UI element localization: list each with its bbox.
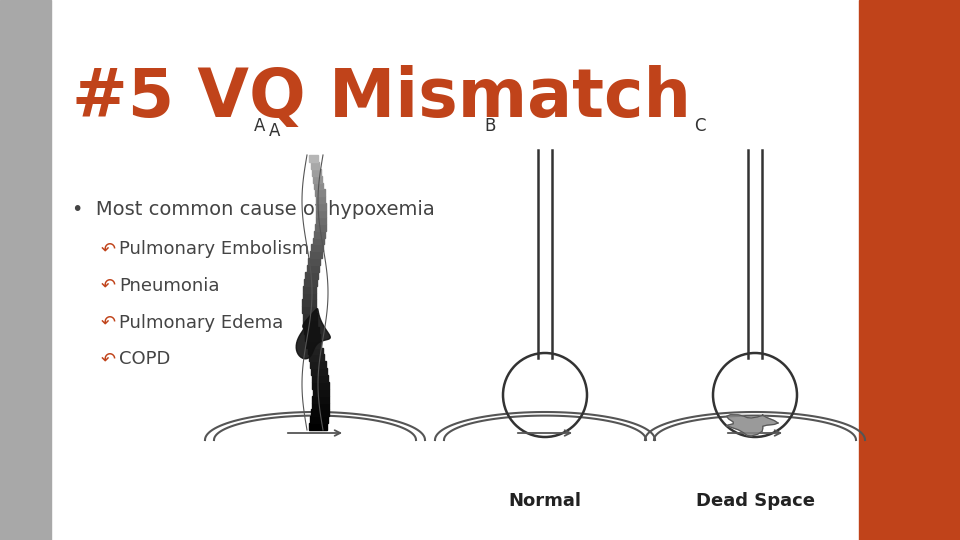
- Bar: [311, 245, 323, 251]
- Bar: [313, 176, 322, 183]
- Text: ↶: ↶: [101, 350, 116, 368]
- Bar: [302, 313, 317, 320]
- Bar: [0, 0, 51, 540]
- Text: Pulmonary Edema: Pulmonary Edema: [119, 314, 283, 332]
- Bar: [314, 231, 324, 238]
- Text: A: A: [254, 117, 266, 135]
- Bar: [315, 190, 324, 196]
- Bar: [305, 272, 318, 279]
- Bar: [315, 224, 325, 231]
- Bar: [309, 155, 318, 162]
- Text: ↶: ↶: [101, 240, 116, 258]
- Text: •  Most common cause of hypoxemia: • Most common cause of hypoxemia: [72, 200, 435, 219]
- Text: C: C: [694, 117, 706, 135]
- Bar: [313, 389, 329, 396]
- Bar: [312, 396, 329, 402]
- Bar: [307, 348, 323, 354]
- Text: #5 VQ Mismatch: #5 VQ Mismatch: [72, 65, 691, 131]
- Bar: [316, 217, 326, 224]
- Bar: [312, 382, 329, 389]
- Bar: [314, 183, 324, 190]
- Bar: [313, 238, 324, 245]
- Text: ↶: ↶: [101, 277, 116, 295]
- Text: B: B: [484, 117, 495, 135]
- Bar: [303, 320, 318, 327]
- Text: Pulmonary Embolism: Pulmonary Embolism: [119, 240, 309, 258]
- Bar: [302, 299, 316, 306]
- Text: A: A: [270, 122, 280, 140]
- Bar: [311, 409, 328, 416]
- Polygon shape: [297, 309, 330, 359]
- Text: Normal: Normal: [509, 492, 582, 510]
- Bar: [304, 279, 317, 286]
- Bar: [310, 361, 325, 368]
- Bar: [308, 258, 321, 265]
- Bar: [316, 203, 325, 210]
- Bar: [316, 196, 325, 203]
- Text: COPD: COPD: [119, 350, 170, 368]
- Bar: [312, 402, 329, 409]
- Polygon shape: [727, 415, 778, 436]
- Bar: [303, 286, 316, 293]
- Text: ↶: ↶: [101, 314, 116, 332]
- Bar: [310, 416, 328, 423]
- Bar: [311, 162, 319, 168]
- Text: Dead Space: Dead Space: [695, 492, 814, 510]
- Bar: [310, 251, 322, 258]
- Bar: [304, 327, 319, 334]
- Bar: [307, 265, 319, 272]
- Bar: [302, 293, 316, 299]
- Bar: [305, 334, 320, 341]
- Bar: [312, 375, 328, 382]
- Bar: [302, 306, 316, 313]
- Bar: [311, 368, 327, 375]
- Bar: [309, 354, 324, 361]
- Bar: [309, 423, 326, 430]
- Bar: [316, 210, 326, 217]
- Bar: [306, 341, 322, 348]
- Bar: [312, 168, 321, 176]
- Text: Pneumonia: Pneumonia: [119, 277, 219, 295]
- Bar: [859, 0, 960, 540]
